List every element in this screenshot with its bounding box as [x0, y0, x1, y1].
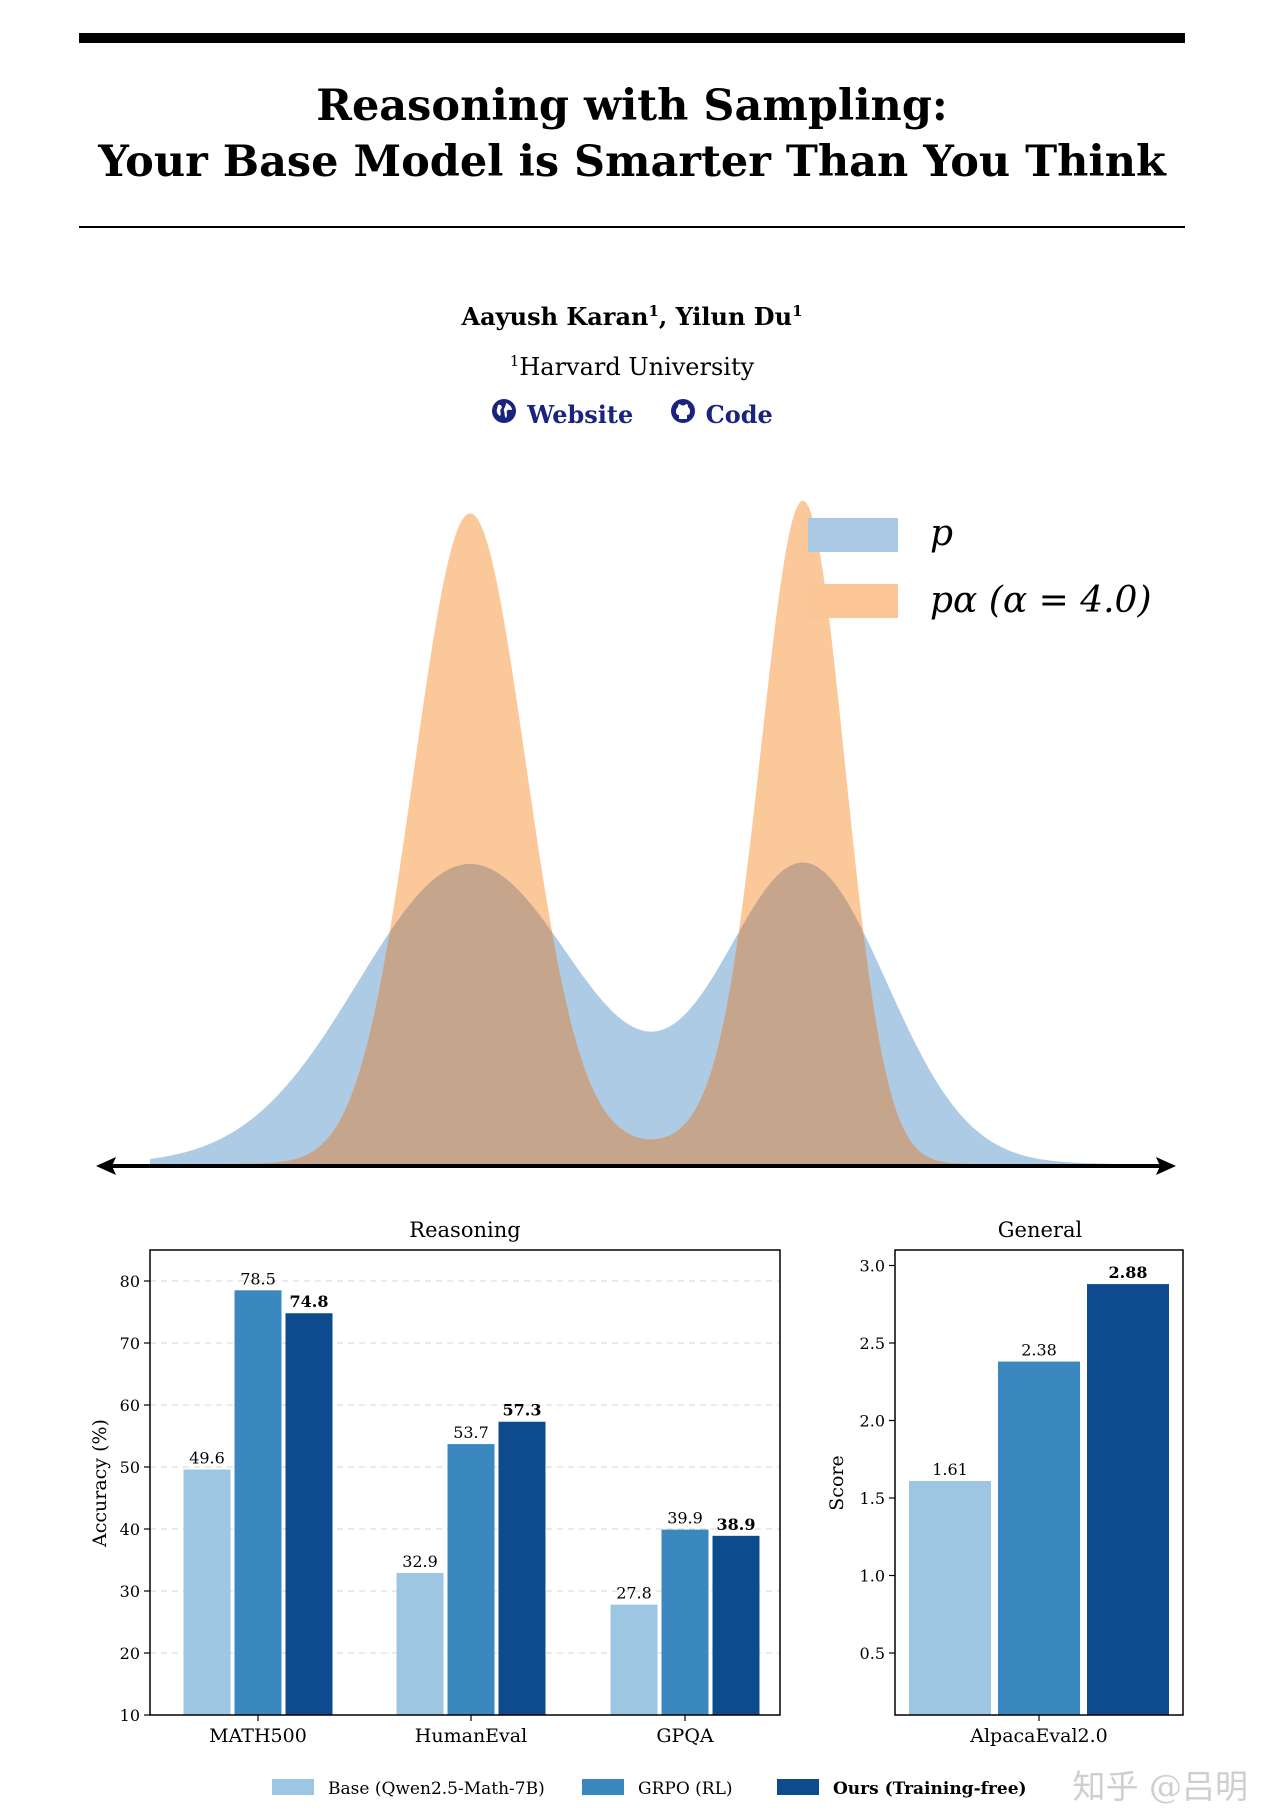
affiliation: 1Harvard University: [0, 352, 1264, 381]
r-bar-value-label: 27.8: [616, 1584, 652, 1603]
general-plot-frame: [894, 1249, 1184, 1716]
g-bar: [909, 1480, 991, 1715]
r-y-tick-label: 80: [120, 1272, 140, 1291]
r-bar: [498, 1421, 546, 1715]
bars-legend-label: Base (Qwen2.5-Math-7B): [328, 1779, 545, 1799]
distribution-legend: p pα (α = 4.0): [808, 513, 1152, 621]
general-bars: 1.61 2.38 2.88: [909, 1263, 1169, 1715]
legend-label-p-alpha: pα (α = 4.0): [930, 580, 1152, 621]
general-chart-title: General: [998, 1218, 1083, 1242]
g-bar-value-label: 2.38: [1021, 1341, 1057, 1360]
r-bar: [285, 1313, 333, 1715]
g-y-tick-label: 0.5: [860, 1644, 885, 1663]
general-x-ticks: AlpacaEval2.0: [969, 1715, 1108, 1747]
r-x-tick-label: GPQA: [656, 1725, 714, 1747]
author-separator: ,: [658, 302, 676, 331]
r-y-tick-label: 70: [120, 1334, 140, 1353]
r-bar-value-label: 74.8: [290, 1292, 329, 1311]
r-bar: [183, 1469, 231, 1715]
r-y-tick-label: 10: [120, 1706, 140, 1725]
g-y-tick-label: 1.0: [860, 1567, 885, 1586]
g-bar-value-label: 2.88: [1109, 1263, 1148, 1282]
affiliation-sup: 1: [509, 352, 520, 370]
author-2: Yilun Du: [675, 302, 793, 331]
r-bar: [661, 1529, 709, 1715]
r-bar: [610, 1604, 658, 1715]
p-density-curve: [150, 862, 1110, 1164]
paper-links: Website Code: [0, 398, 1264, 430]
author-1-sup: 1: [648, 302, 659, 320]
g-x-tick-label: AlpacaEval2.0: [969, 1725, 1107, 1747]
r-y-tick-label: 20: [120, 1644, 140, 1663]
r-bar: [396, 1573, 444, 1715]
author-1: Aayush Karan: [461, 302, 649, 331]
reasoning-chart: Reasoning 49.6 78.5 74.8 32.9 53.7 57.3 27.8 39…: [89, 1218, 781, 1747]
g-y-tick-label: 2.0: [860, 1412, 885, 1431]
r-bar: [447, 1444, 495, 1715]
github-icon: [670, 398, 696, 430]
general-y-ticks: 0.5 1.0 1.5 2.0 2.5 3.0: [860, 1257, 895, 1663]
website-link[interactable]: Website: [491, 398, 633, 430]
legend-swatch-p: [808, 518, 898, 552]
r-y-tick-label: 30: [120, 1582, 140, 1601]
reasoning-bars: 49.6 78.5 74.8 32.9 53.7 57.3 27.8 39.9 38.9: [183, 1269, 760, 1715]
r-bar-value-label: 78.5: [240, 1269, 276, 1288]
title-rule: [79, 226, 1185, 228]
code-link-label: Code: [705, 399, 773, 429]
r-bar-value-label: 49.6: [189, 1448, 225, 1467]
r-bar: [234, 1290, 282, 1715]
globe-icon: [491, 398, 517, 430]
author-2-sup: 1: [792, 302, 803, 320]
r-y-tick-label: 40: [120, 1520, 140, 1539]
top-rule: [79, 33, 1185, 43]
g-y-tick-label: 3.0: [860, 1257, 885, 1276]
legend-label-p: p: [930, 513, 953, 554]
website-link-label: Website: [527, 399, 634, 429]
g-bar: [1087, 1284, 1169, 1715]
reasoning-y-ticks: 10 20 30 40 50 60 70 80: [120, 1272, 150, 1725]
r-bar: [712, 1535, 760, 1715]
reasoning-plot-frame: [149, 1249, 781, 1716]
affiliation-name: Harvard University: [519, 353, 755, 381]
g-y-tick-label: 2.5: [860, 1334, 885, 1353]
r-bar-value-label: 38.9: [717, 1515, 756, 1534]
title-line-1: Reasoning with Sampling:: [316, 81, 948, 131]
r-x-tick-label: HumanEval: [415, 1725, 527, 1747]
bars-legend-swatch: [272, 1779, 314, 1795]
bars-legend-swatch: [582, 1779, 624, 1795]
g-bar-value-label: 1.61: [932, 1460, 968, 1479]
bars-legend-label: Ours (Training-free): [833, 1779, 1027, 1799]
density-overlap-region: [150, 862, 1110, 1164]
authors: Aayush Karan1, Yilun Du1: [0, 302, 1264, 331]
r-bar-value-label: 57.3: [503, 1401, 542, 1420]
x-axis-arrow: [96, 1157, 1176, 1175]
reasoning-x-ticks: MATH500 HumanEval GPQA: [209, 1715, 714, 1747]
general-y-label: Score: [826, 1455, 848, 1510]
g-bar: [998, 1361, 1080, 1715]
r-bar-value-label: 39.9: [667, 1509, 703, 1528]
bars-legend-label: GRPO (RL): [638, 1779, 733, 1799]
general-chart: General 1.612.382.88 0.51.01.52.02.53.0 …: [826, 1218, 1184, 1747]
bars-legend-swatch: [777, 1779, 819, 1795]
code-link[interactable]: Code: [670, 398, 773, 430]
r-bar-value-label: 53.7: [453, 1423, 489, 1442]
r-x-tick-label: MATH500: [209, 1725, 307, 1747]
watermark: 知乎 @吕明: [1073, 1767, 1249, 1806]
legend-swatch-p-alpha: [808, 584, 898, 618]
g-y-tick-label: 1.5: [860, 1489, 885, 1508]
r-y-tick-label: 60: [120, 1396, 140, 1415]
bars-legend-items: Base (Qwen2.5-Math-7B) GRPO (RL) Ours (Tra…: [272, 1779, 1027, 1799]
r-bar-value-label: 32.9: [402, 1552, 438, 1571]
reasoning-chart-title: Reasoning: [409, 1218, 520, 1242]
title-line-2: Your Base Model is Smarter Than You Thin…: [98, 137, 1166, 187]
r-y-tick-label: 50: [120, 1458, 140, 1477]
reasoning-y-label: Accuracy (%): [89, 1419, 111, 1548]
bars-legend: Base (Qwen2.5-Math-7B) GRPO (RL) Ours (Tra…: [272, 1767, 1249, 1806]
paper-title: Reasoning with Sampling: Your Base Model…: [0, 78, 1264, 190]
